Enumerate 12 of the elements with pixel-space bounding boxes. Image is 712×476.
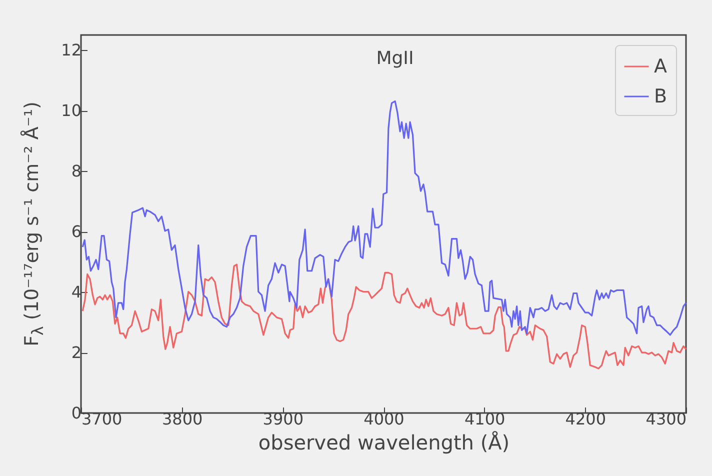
y-tick-label: 10 xyxy=(61,101,82,120)
annotation: MgII xyxy=(375,48,415,69)
legend-label: B xyxy=(654,86,668,108)
y-tick-label: 8 xyxy=(71,162,82,181)
legend-label: A xyxy=(654,56,667,78)
y-tick-label: 6 xyxy=(71,222,82,242)
y-tick-label: 4 xyxy=(71,282,82,302)
y-tick-label: 0 xyxy=(71,404,82,422)
line-series xyxy=(82,264,687,370)
y-tick-label: 12 xyxy=(61,40,82,60)
y-tick-label: 2 xyxy=(71,343,82,362)
x-axis-title: observed wavelength (Å) xyxy=(258,430,510,454)
